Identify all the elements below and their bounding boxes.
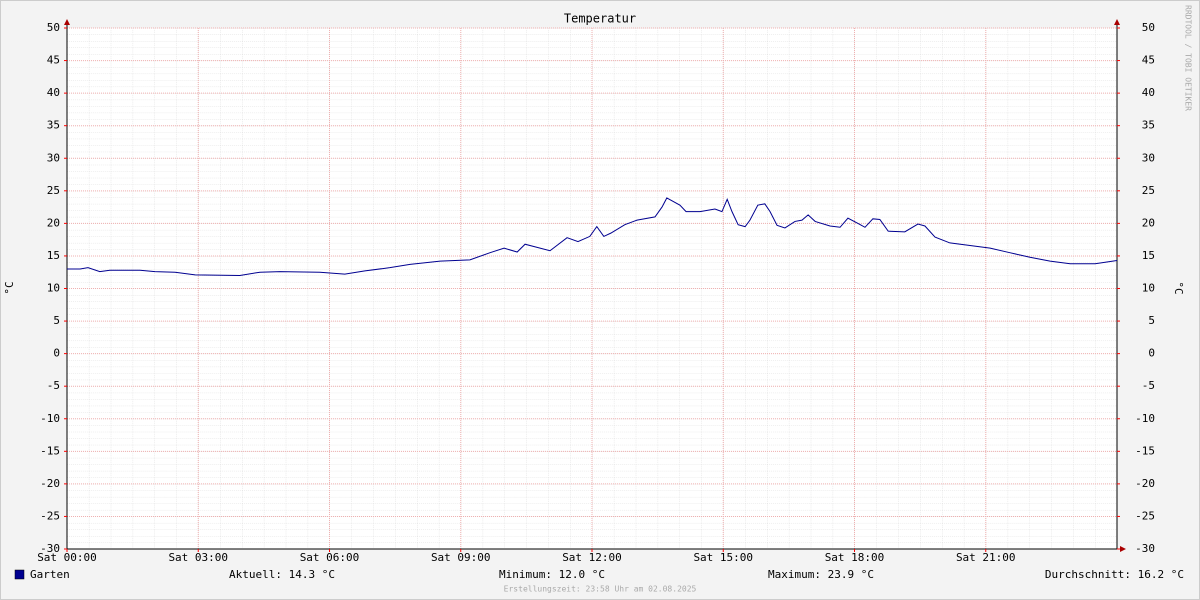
y-tick-label: 45	[47, 54, 60, 67]
x-tick-label: Sat 00:00	[37, 551, 97, 564]
legend-label: Garten	[30, 568, 70, 581]
y2-axis-label: °C	[1172, 281, 1185, 294]
y-tick-label: 5	[53, 314, 60, 327]
y2-tick-label: -15	[1135, 444, 1155, 457]
y-tick-label: 35	[47, 119, 60, 132]
x-tick-label: Sat 06:00	[300, 551, 360, 564]
y-tick-label: -25	[40, 509, 60, 522]
x-tick-label: Sat 03:00	[168, 551, 228, 564]
legend-stat: Maximum: 23.9 °C	[768, 568, 874, 581]
y2-tick-label: -10	[1135, 412, 1155, 425]
watermark: RRDTOOL / TOBI OETIKER	[1184, 5, 1193, 111]
y-tick-label: 30	[47, 151, 60, 164]
chart-title: Temperatur	[564, 12, 636, 26]
x-tick-label: Sat 15:00	[693, 551, 753, 564]
y-tick-label: 50	[47, 21, 60, 34]
y-tick-label: 25	[47, 184, 60, 197]
legend-stat: Durchschnitt: 16.2 °C	[1045, 568, 1184, 581]
y2-tick-label: -25	[1135, 509, 1155, 522]
y2-tick-label: 30	[1142, 151, 1155, 164]
y-tick-label: -20	[40, 477, 60, 490]
y-tick-label: 20	[47, 216, 60, 229]
series-line	[67, 197, 1118, 276]
y-tick-label: -10	[40, 412, 60, 425]
y2-tick-label: 10	[1142, 282, 1155, 295]
y-tick-label: 15	[47, 249, 60, 262]
x-tick-label: Sat 12:00	[562, 551, 622, 564]
y2-tick-label: 15	[1142, 249, 1155, 262]
y-tick-label: 40	[47, 86, 60, 99]
y2-tick-label: 50	[1142, 21, 1155, 34]
legend-swatch	[14, 569, 25, 580]
y-tick-label: -15	[40, 444, 60, 457]
footer: Erstellungszeit: 23:58 Uhr am 02.08.2025	[504, 585, 697, 594]
y-tick-label: -5	[47, 379, 60, 392]
y2-tick-label: 5	[1148, 314, 1155, 327]
y-tick-label: 0	[53, 347, 60, 360]
y2-tick-label: 0	[1148, 347, 1155, 360]
axis-arrow	[64, 19, 70, 25]
axis-arrow	[1120, 546, 1126, 552]
y2-tick-label: -30	[1135, 542, 1155, 555]
legend-stat: Minimum: 12.0 °C	[499, 568, 605, 581]
axis-arrow	[1114, 19, 1120, 25]
y-axis-label: °C	[3, 281, 16, 294]
x-tick-label: Sat 09:00	[431, 551, 491, 564]
x-tick-label: Sat 21:00	[956, 551, 1016, 564]
y2-tick-label: 20	[1142, 216, 1155, 229]
y-tick-label: -30	[40, 542, 60, 555]
legend-stat: Aktuell: 14.3 °C	[229, 568, 335, 581]
y2-tick-label: -20	[1135, 477, 1155, 490]
y-tick-label: 10	[47, 282, 60, 295]
y2-tick-label: 35	[1142, 119, 1155, 132]
x-tick-label: Sat 18:00	[825, 551, 885, 564]
y2-tick-label: -5	[1142, 379, 1155, 392]
y2-tick-label: 45	[1142, 54, 1155, 67]
y2-tick-label: 40	[1142, 86, 1155, 99]
y2-tick-label: 25	[1142, 184, 1155, 197]
